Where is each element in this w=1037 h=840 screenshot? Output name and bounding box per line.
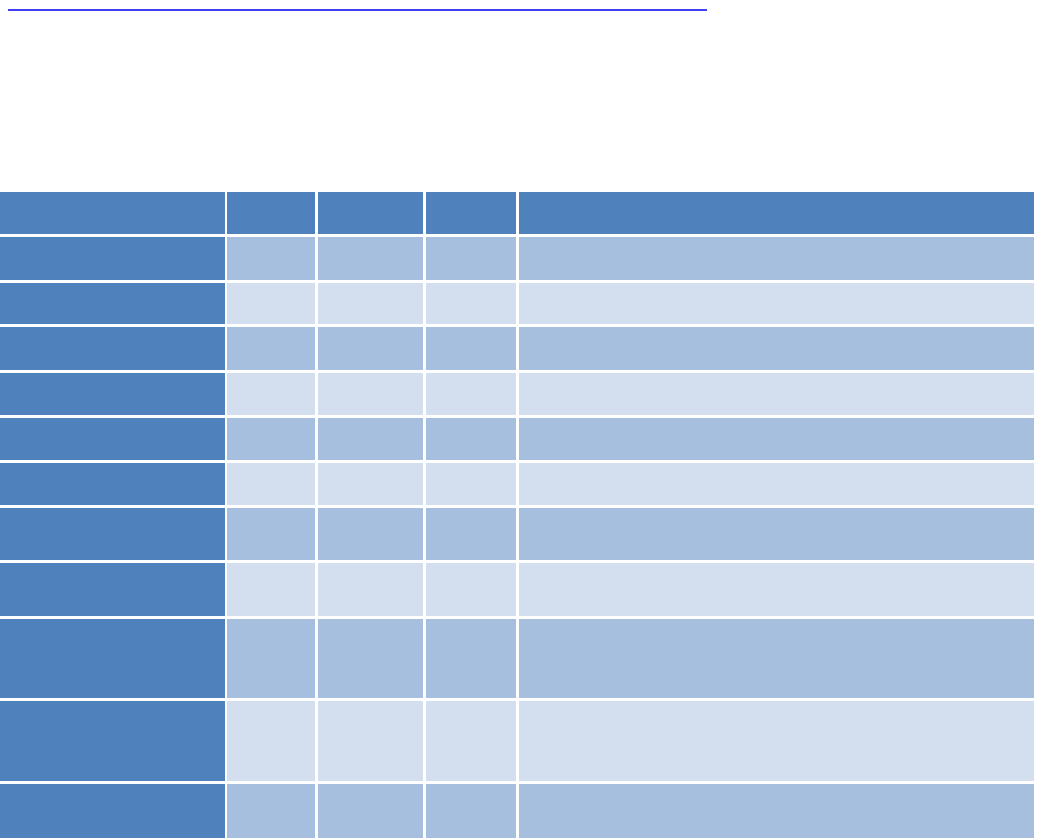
table-cell: [519, 237, 1034, 280]
table-cell: [318, 463, 423, 505]
row-header-cell: [0, 619, 225, 698]
table-cell: [227, 463, 315, 505]
table-cell: [318, 373, 423, 415]
table-cell: [519, 283, 1034, 324]
table-cell: [227, 237, 315, 280]
table-cell: [426, 784, 516, 838]
table-cell: [426, 619, 516, 698]
header-cell: [0, 192, 225, 234]
table-cell: [318, 283, 423, 324]
row-header-cell: [0, 373, 225, 415]
table-cell: [519, 619, 1034, 698]
table-cell: [426, 237, 516, 280]
table-cell: [426, 327, 516, 370]
header-cell: [227, 192, 315, 234]
table-cell: [519, 327, 1034, 370]
row-header-cell: [0, 508, 225, 560]
table-cell: [227, 373, 315, 415]
table-cell: [426, 508, 516, 560]
table-cell: [519, 508, 1034, 560]
table-cell: [227, 283, 315, 324]
table-cell: [227, 701, 315, 781]
table-cell: [227, 563, 315, 616]
table-cell: [426, 418, 516, 460]
table-cell: [426, 283, 516, 324]
table-cell: [519, 463, 1034, 505]
table-cell: [519, 373, 1034, 415]
table-cell: [318, 418, 423, 460]
table-cell: [519, 563, 1034, 616]
row-header-cell: [0, 784, 225, 838]
table-cell: [318, 237, 423, 280]
row-header-cell: [0, 563, 225, 616]
header-cell: [519, 192, 1034, 234]
table-cell: [426, 563, 516, 616]
header-cell: [426, 192, 516, 234]
row-header-cell: [0, 701, 225, 781]
table-cell: [318, 784, 423, 838]
table-cell: [318, 701, 423, 781]
table-cell: [426, 373, 516, 415]
table-cell: [426, 463, 516, 505]
row-header-cell: [0, 283, 225, 324]
table-cell: [227, 784, 315, 838]
table-cell: [227, 619, 315, 698]
header-cell: [318, 192, 423, 234]
table-cell: [318, 563, 423, 616]
table-cell: [426, 701, 516, 781]
row-header-cell: [0, 327, 225, 370]
table-cell: [227, 418, 315, 460]
row-header-cell: [0, 418, 225, 460]
table-cell: [318, 619, 423, 698]
table-cell: [519, 701, 1034, 781]
table-cell: [519, 418, 1034, 460]
table-cell: [519, 784, 1034, 838]
table-cell: [227, 508, 315, 560]
row-header-cell: [0, 463, 225, 505]
table-cell: [227, 327, 315, 370]
table-cell: [318, 327, 423, 370]
row-header-cell: [0, 237, 225, 280]
table-cell: [318, 508, 423, 560]
